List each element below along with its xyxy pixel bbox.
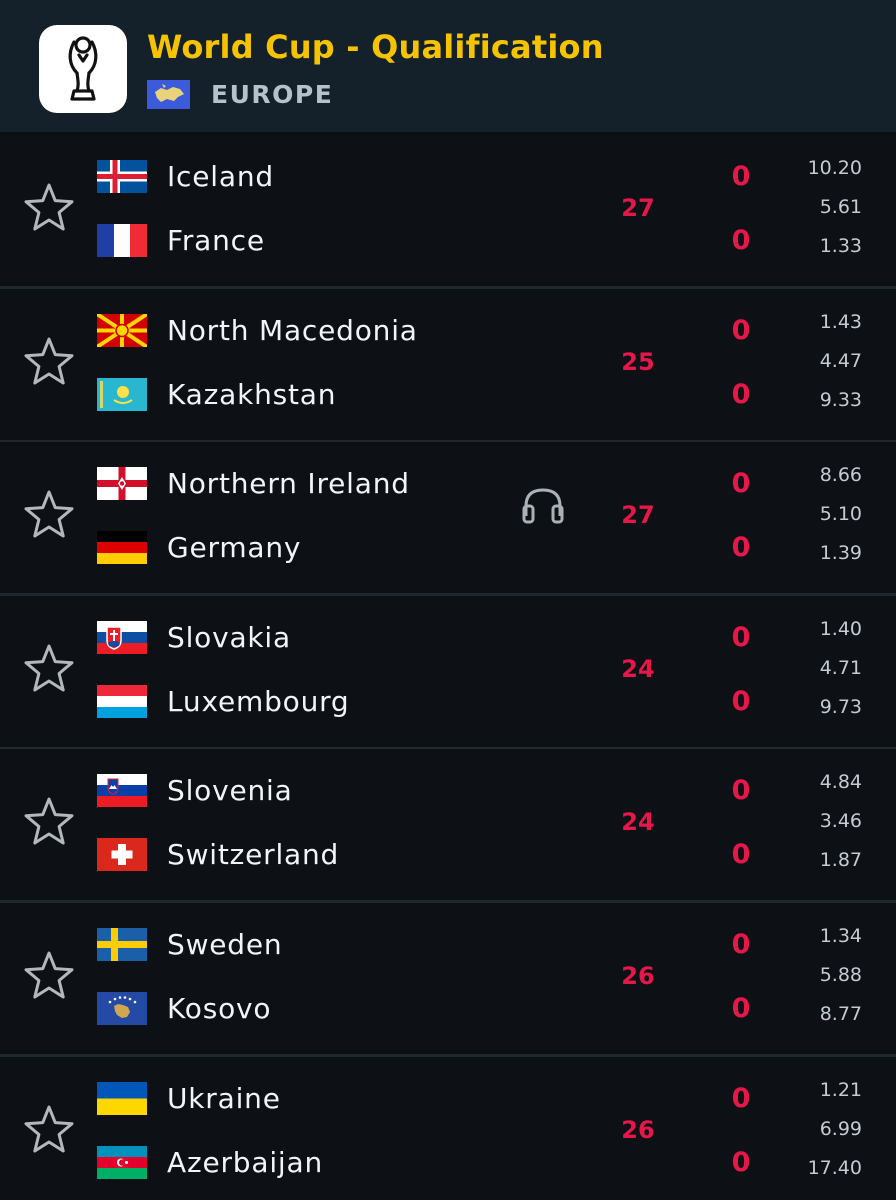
home-win-odd[interactable]: 1.21 — [819, 1079, 862, 1101]
away-score: 0 — [731, 532, 751, 563]
row-divider — [0, 593, 896, 596]
ukraine-flag-icon — [97, 1082, 147, 1115]
north-macedonia-flag-icon — [97, 314, 147, 347]
home-team-name: Northern Ireland — [167, 467, 410, 500]
away-win-odd[interactable]: 8.77 — [819, 1003, 862, 1025]
away-team-name: Luxembourg — [167, 685, 350, 718]
row-divider — [0, 440, 896, 443]
away-team-name: Azerbaijan — [167, 1146, 323, 1179]
favorite-star-icon[interactable] — [22, 1103, 76, 1157]
home-win-odd[interactable]: 1.40 — [819, 618, 862, 640]
row-divider — [0, 286, 896, 289]
away-win-odd[interactable]: 1.87 — [819, 849, 862, 871]
away-score: 0 — [731, 686, 751, 717]
france-flag-icon — [97, 224, 147, 257]
competition-header[interactable]: World Cup - Qualification EUROPE — [0, 0, 896, 132]
away-score: 0 — [731, 1147, 751, 1178]
home-team-name: North Macedonia — [167, 314, 418, 347]
away-score: 0 — [731, 225, 751, 256]
home-score: 0 — [731, 929, 751, 960]
away-score: 0 — [731, 993, 751, 1024]
row-divider — [0, 747, 896, 750]
home-win-odd[interactable]: 8.66 — [819, 464, 862, 486]
switzerland-flag-icon — [97, 838, 147, 871]
draw-odd[interactable]: 4.47 — [819, 350, 862, 372]
match-minute: 26 — [621, 962, 655, 990]
kosovo-flag-icon — [97, 992, 147, 1025]
draw-odd[interactable]: 3.46 — [819, 810, 862, 832]
favorite-star-icon[interactable] — [22, 795, 76, 849]
northern-ireland-flag-icon — [97, 467, 147, 500]
favorite-star-icon[interactable] — [22, 488, 76, 542]
home-team-name: Slovenia — [167, 774, 293, 807]
favorite-star-icon[interactable] — [22, 181, 76, 235]
home-team-name: Iceland — [167, 160, 274, 193]
away-team-name: France — [167, 224, 265, 257]
match-minute: 27 — [621, 194, 655, 222]
match-minute: 24 — [621, 808, 655, 836]
germany-flag-icon — [97, 531, 147, 564]
favorite-star-icon[interactable] — [22, 642, 76, 696]
match-minute: 24 — [621, 655, 655, 683]
away-team-name: Germany — [167, 531, 302, 564]
row-divider — [0, 1054, 896, 1057]
match-minute: 27 — [621, 501, 655, 529]
home-score: 0 — [731, 1083, 751, 1114]
region-name: EUROPE — [211, 80, 334, 109]
home-team-name: Slovakia — [167, 621, 291, 654]
slovenia-flag-icon — [97, 774, 147, 807]
match-row[interactable]: Ukraine Azerbaijan 26 0 0 1.21 6.99 17.40 — [0, 1057, 896, 1200]
away-team-name: Kosovo — [167, 992, 272, 1025]
draw-odd[interactable]: 5.88 — [819, 964, 862, 986]
home-score: 0 — [731, 468, 751, 499]
away-win-odd[interactable]: 9.33 — [819, 389, 862, 411]
europe-flag-icon — [147, 80, 190, 109]
away-win-odd[interactable]: 9.73 — [819, 696, 862, 718]
competition-title: World Cup - Qualification — [147, 28, 604, 66]
match-row[interactable]: North Macedonia Kazakhstan 25 0 0 1.43 4.47 9.3… — [0, 289, 896, 440]
home-win-odd[interactable]: 1.43 — [819, 311, 862, 333]
home-team-name: Sweden — [167, 928, 283, 961]
home-team-name: Ukraine — [167, 1082, 281, 1115]
draw-odd[interactable]: 6.99 — [819, 1118, 862, 1140]
home-score: 0 — [731, 775, 751, 806]
away-team-name: Switzerland — [167, 838, 340, 871]
home-score: 0 — [731, 161, 751, 192]
away-win-odd[interactable]: 1.33 — [819, 235, 862, 257]
match-minute: 26 — [621, 1116, 655, 1144]
match-minute: 25 — [621, 348, 655, 376]
home-win-odd[interactable]: 1.34 — [819, 925, 862, 947]
kazakhstan-flag-icon — [97, 378, 147, 411]
away-win-odd[interactable]: 1.39 — [819, 542, 862, 564]
headphones-icon[interactable] — [521, 486, 565, 526]
away-win-odd[interactable]: 17.40 — [807, 1157, 862, 1179]
home-win-odd[interactable]: 10.20 — [807, 157, 862, 179]
trophy-icon — [39, 25, 127, 113]
slovakia-flag-icon — [97, 621, 147, 654]
home-score: 0 — [731, 315, 751, 346]
away-score: 0 — [731, 839, 751, 870]
draw-odd[interactable]: 4.71 — [819, 657, 862, 679]
draw-odd[interactable]: 5.10 — [819, 503, 862, 525]
luxembourg-flag-icon — [97, 685, 147, 718]
favorite-star-icon[interactable] — [22, 335, 76, 389]
favorite-star-icon[interactable] — [22, 949, 76, 1003]
match-row[interactable]: Slovenia Switzerland 24 0 0 4.84 3.46 1.87 — [0, 749, 896, 900]
away-team-name: Kazakhstan — [167, 378, 337, 411]
match-row[interactable]: Slovakia Luxembourg 24 0 0 1.40 4.71 9.73 — [0, 596, 896, 747]
match-row[interactable]: Iceland France 27 0 0 10.20 5.61 1.33 — [0, 135, 896, 286]
sweden-flag-icon — [97, 928, 147, 961]
match-row[interactable]: Sweden Kosovo 26 0 0 1.34 5.88 8.77 — [0, 903, 896, 1054]
azerbaijan-flag-icon — [97, 1146, 147, 1179]
home-win-odd[interactable]: 4.84 — [819, 771, 862, 793]
iceland-flag-icon — [97, 160, 147, 193]
away-score: 0 — [731, 379, 751, 410]
match-row[interactable]: Northern Ireland Germany 27 0 0 8.66 5.10 1.39 — [0, 442, 896, 593]
draw-odd[interactable]: 5.61 — [819, 196, 862, 218]
home-score: 0 — [731, 622, 751, 653]
row-divider — [0, 900, 896, 903]
